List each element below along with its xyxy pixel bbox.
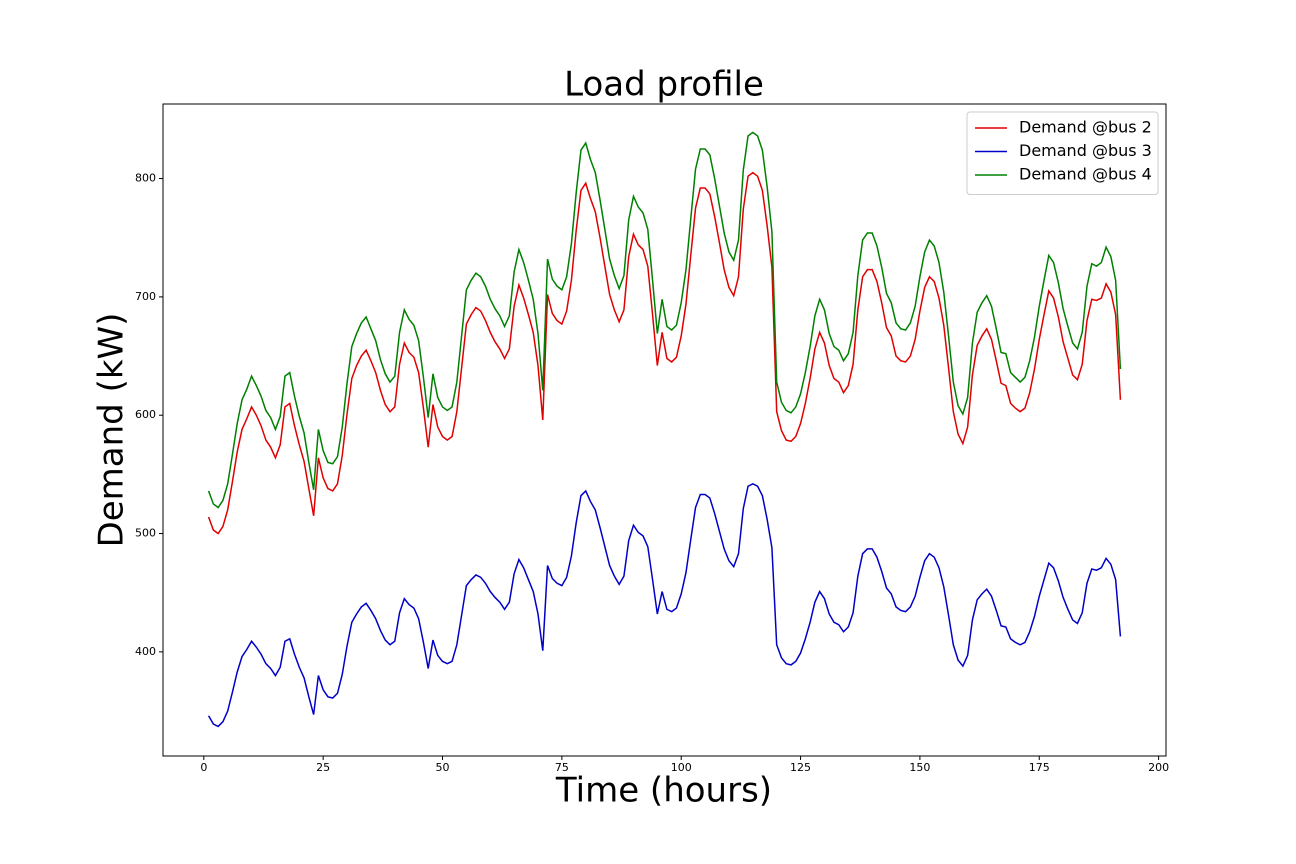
legend-box — [966, 111, 1159, 195]
x-tick-label: 0 — [200, 761, 207, 774]
plot-frame — [162, 103, 1167, 757]
y-tick-label: 800 — [135, 172, 156, 185]
legend-label: Demand @bus 2 — [1019, 118, 1152, 137]
x-tick-label: 100 — [671, 761, 692, 774]
y-tick-label: 700 — [135, 290, 156, 303]
y-tick-label: 600 — [135, 408, 156, 421]
y-axis-label: Demand (kW) — [92, 313, 132, 548]
x-tick-label: 75 — [555, 761, 569, 774]
series-line — [207, 483, 1122, 728]
x-tick-label: 50 — [436, 761, 450, 774]
y-tick-label: 400 — [135, 645, 156, 658]
series-line — [207, 131, 1122, 509]
legend-label: Demand @bus 4 — [1019, 165, 1152, 184]
x-tick-label: 125 — [790, 761, 811, 774]
x-tick-label: 25 — [316, 761, 330, 774]
legend-label: Demand @bus 3 — [1019, 141, 1152, 160]
chart-title: Load profile — [564, 65, 764, 105]
x-axis-label: Time (hours) — [555, 771, 772, 811]
y-tick-label: 500 — [135, 527, 156, 540]
x-tick-label: 175 — [1029, 761, 1050, 774]
x-tick-label: 150 — [909, 761, 930, 774]
series-line — [207, 171, 1122, 535]
x-tick-label: 200 — [1148, 761, 1169, 774]
